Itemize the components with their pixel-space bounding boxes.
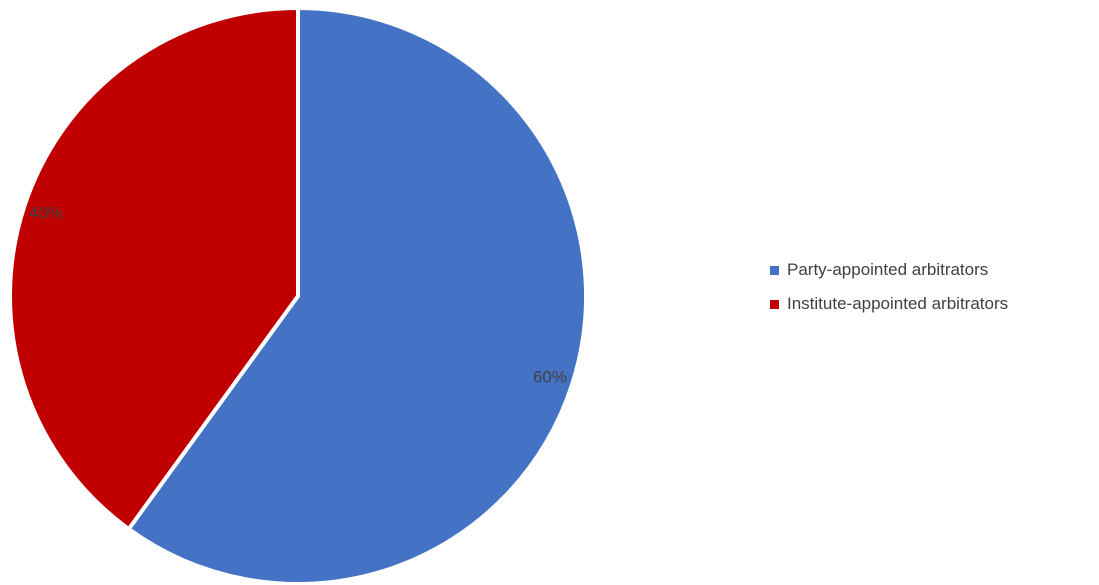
data-label-party-appointed: 60% <box>533 367 567 386</box>
pie-slice-party-appointed <box>125 5 588 585</box>
pie-slice-institute-appointed <box>8 5 300 532</box>
legend-item-institute-appointed: Institute-appointed arbitrators <box>770 294 1008 314</box>
pie-slices <box>8 5 588 585</box>
data-label-institute-appointed: 40% <box>29 204 63 223</box>
legend-item-party-appointed: Party-appointed arbitrators <box>770 260 1008 280</box>
legend-label-institute-appointed: Institute-appointed arbitrators <box>787 294 1009 313</box>
legend-swatch-party-appointed <box>770 265 779 275</box>
legend-label-party-appointed: Party-appointed arbitrators <box>787 260 989 279</box>
legend: Party-appointed arbitrators Institute-ap… <box>770 260 1008 314</box>
legend-swatch-institute-appointed <box>770 299 779 309</box>
pie-data-labels: 60% 40% <box>29 204 567 387</box>
